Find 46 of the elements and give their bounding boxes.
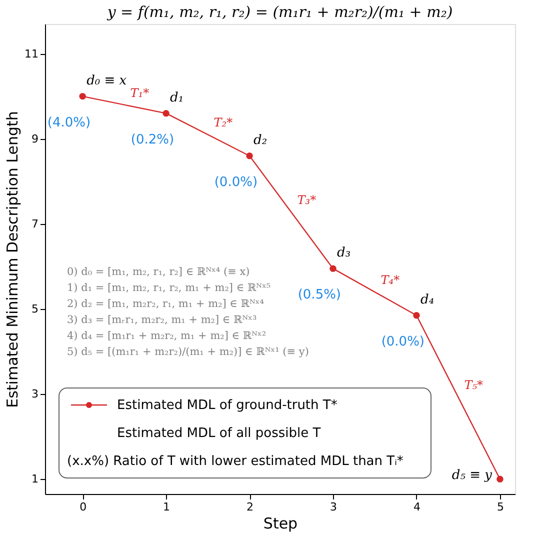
annotation: 1) d₁ = [m₁, m₂, r₁, r₂, m₁ + m₂] ∈ ℝᴺˣ⁵ [67, 282, 271, 294]
y-tick-label: 9 [32, 132, 38, 146]
x-tick-label: 0 [80, 500, 87, 514]
x-tick-label: 1 [163, 500, 170, 514]
annotation: 5) d₅ = [(m₁r₁ + m₂r₂)/(m₁ + m₂)] ∈ ℝᴺˣ¹ (≡ y) [67, 346, 309, 358]
annotation: T₄* [380, 272, 400, 287]
annotation: T₃* [297, 193, 316, 208]
annotation: d₅ ≡ y [452, 468, 493, 484]
annotation: Estimated MDL of all possible T [117, 426, 321, 441]
point [79, 92, 86, 100]
annotation: T₁* [130, 86, 150, 100]
x-tick-label: 4 [413, 500, 420, 514]
annotation: d₀ ≡ x [86, 73, 128, 88]
annotation: d₃ [337, 246, 351, 261]
annotation: d₂ [254, 132, 268, 148]
x-tick-label: 3 [330, 500, 338, 514]
annotation: 3) d₃ = [mᵣr₁, m₂r₂, m₁ + m₂] ∈ ℝᴺˣ³ [67, 314, 257, 326]
x-tick-label: 5 [496, 500, 504, 514]
annotation: (x.x%) Ratio of T with lower estimated MDL than Tᵢ* [67, 454, 404, 469]
annotation: (0.0%) [381, 334, 424, 350]
x-tick-label: 2 [246, 500, 254, 514]
annotation: 4) d₄ = [m₁r₁ + m₂r₂, m₁ + m₂] ∈ ℝᴺˣ² [67, 330, 266, 342]
y-axis-title: Estimated Minimum Description Length [4, 111, 22, 408]
annotation: (0.0%) [214, 174, 258, 190]
annotation: 2) d₂ = [m₁, m₂r₂, r₁, m₁ + m₂] ∈ ℝᴺˣ⁴ [67, 298, 264, 310]
annotation: 0) d₀ = [m₁, m₂, r₁, r₂] ∈ ℝᴺˣ⁴ (≡ x) [67, 266, 250, 278]
annotation: d₁ [170, 90, 184, 106]
annotation: d₄ [420, 292, 434, 308]
point [413, 312, 420, 319]
annotation: (0.5%) [298, 288, 342, 303]
point [330, 265, 336, 272]
y-tick-label: 7 [32, 217, 38, 230]
annotation: T₅* [464, 378, 484, 392]
point [496, 476, 504, 482]
annotation: (4.0%) [47, 115, 91, 130]
point [162, 110, 170, 117]
legend-label: Estimated MDL of ground-truth T* [117, 398, 338, 413]
annotation: T₂* [214, 116, 233, 130]
y-tick-label: 3 [32, 388, 38, 401]
annotation: (0.2%) [130, 132, 174, 148]
y-tick-label: 1 [32, 472, 38, 486]
point [246, 152, 253, 160]
x-axis-title: Step [263, 514, 298, 532]
chart-title: y = f(m₁, m₂, r₁, r₂) = (m₁r₁ + m₂r₂)/(m₁ + m₂) [106, 3, 453, 21]
y-tick-label: 5 [32, 302, 38, 316]
y-tick-label: 11 [24, 47, 38, 60]
